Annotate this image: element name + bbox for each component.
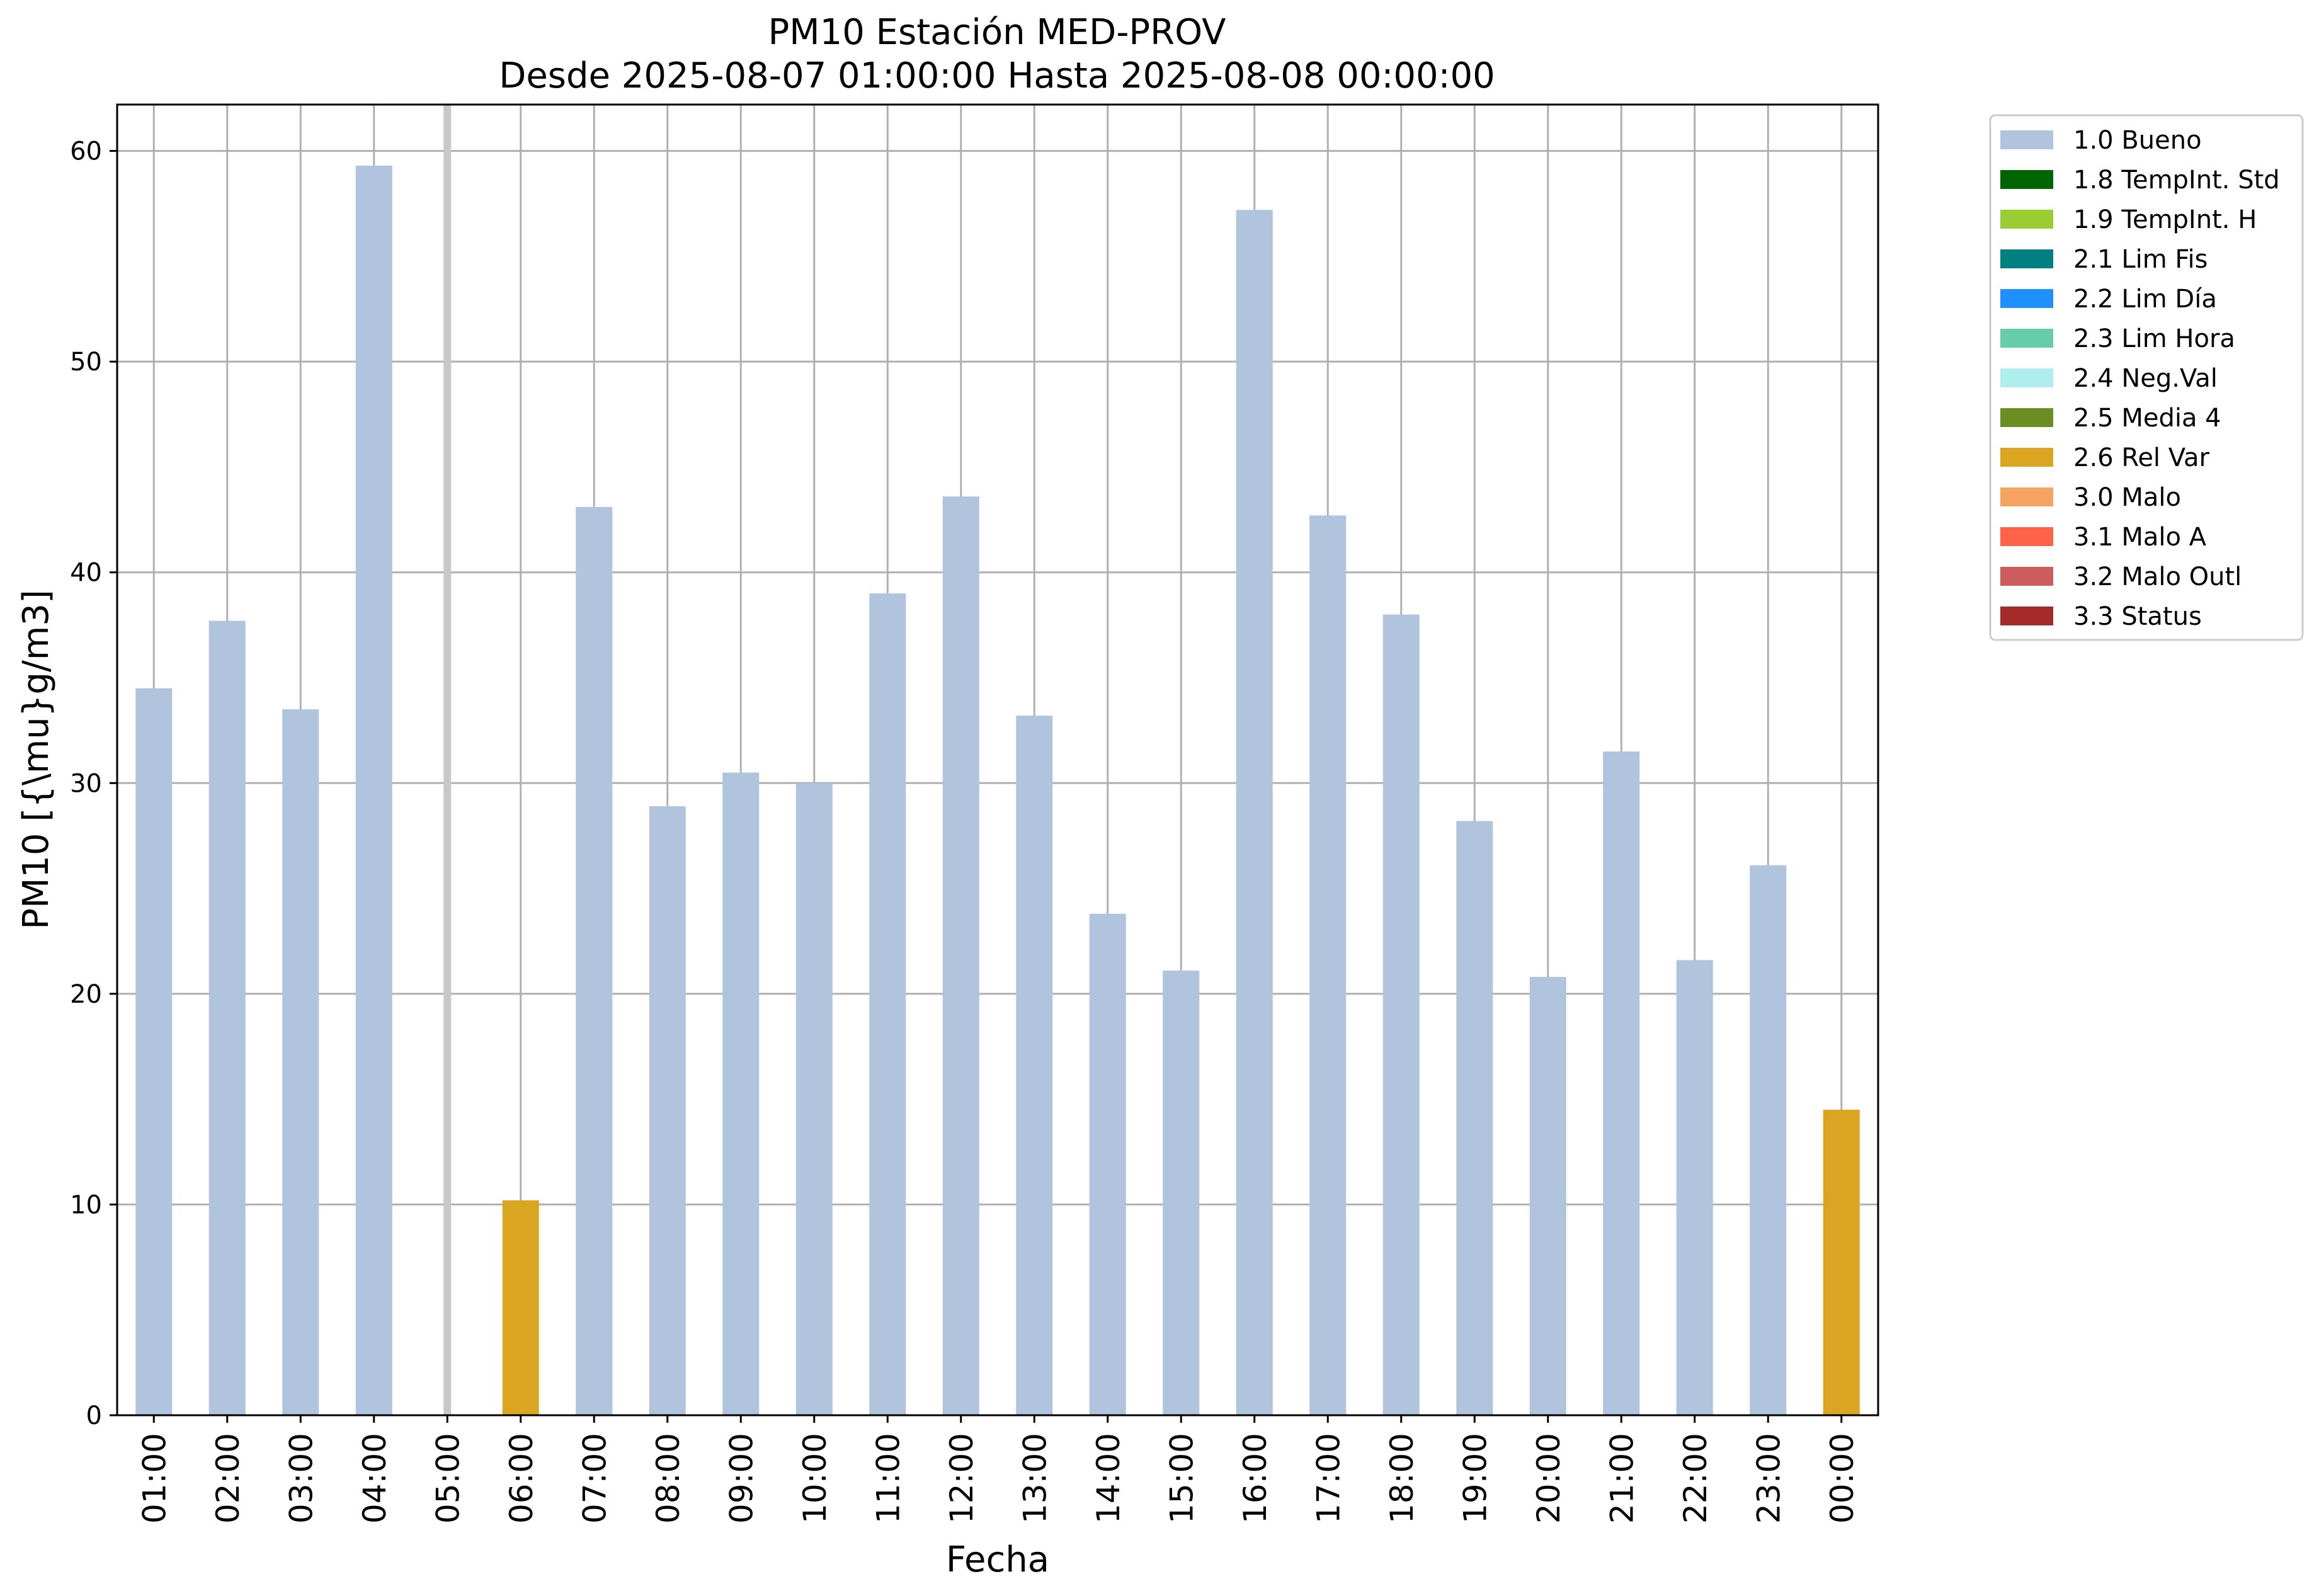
- bar: [1163, 971, 1200, 1415]
- x-tick-label: 04:00: [356, 1433, 393, 1524]
- legend-swatch: [2000, 487, 2053, 506]
- y-tick-label: 60: [70, 137, 102, 166]
- legend-label: 3.0 Malo: [2073, 483, 2181, 512]
- bar: [1823, 1109, 1860, 1415]
- bar: [282, 709, 319, 1415]
- legend-label: 1.0 Bueno: [2073, 126, 2202, 155]
- x-tick-label: 14:00: [1090, 1433, 1127, 1524]
- bar: [135, 688, 173, 1415]
- legend-label: 2.5 Media 4: [2073, 404, 2221, 433]
- legend-swatch: [2000, 527, 2053, 546]
- y-tick-label: 10: [70, 1190, 102, 1219]
- bar: [576, 507, 613, 1415]
- legend-swatch: [2000, 170, 2053, 189]
- x-tick-label: 16:00: [1237, 1433, 1273, 1524]
- plot-frame: [116, 103, 1879, 1416]
- x-tick-label: 00:00: [1824, 1433, 1860, 1524]
- bars: [135, 105, 1860, 1416]
- x-tick-label: 20:00: [1530, 1433, 1567, 1524]
- bar: [722, 772, 760, 1415]
- x-tick-label: 07:00: [576, 1433, 613, 1524]
- bar: [795, 783, 833, 1415]
- x-axis-label: Fecha: [946, 1539, 1049, 1580]
- x-tick-label: 01:00: [136, 1433, 173, 1524]
- bar: [1750, 865, 1787, 1415]
- bar: [1529, 977, 1566, 1415]
- y-tick-label: 20: [70, 980, 102, 1009]
- legend-label: 2.4 Neg.Val: [2073, 364, 2218, 393]
- x-tick-label: 08:00: [650, 1433, 687, 1524]
- y-axis-label: PM10 [{\mu}g/m3]: [16, 590, 57, 930]
- x-tick-label: 09:00: [723, 1433, 760, 1524]
- legend-swatch: [2000, 408, 2053, 427]
- legend-entries: 1.0 Bueno 1.8 TempInt. Std 1.9 TempInt. H 2…: [2000, 126, 2280, 631]
- chart-title: PM10 Estación MED-PROV: [768, 12, 1226, 53]
- legend-label: 2.2 Lim Día: [2073, 285, 2217, 314]
- legend-label: 2.3 Lim Hora: [2073, 324, 2235, 353]
- x-tick-label: 13:00: [1017, 1433, 1053, 1524]
- x-tick-label: 10:00: [797, 1433, 833, 1524]
- x-tick-label: 15:00: [1163, 1433, 1200, 1524]
- legend-frame: [1989, 114, 2304, 641]
- x-tick-label: 23:00: [1750, 1433, 1787, 1524]
- x-tick-label: 02:00: [210, 1433, 246, 1524]
- bar: [1456, 821, 1493, 1415]
- bar: [942, 496, 979, 1415]
- legend-label: 1.9 TempInt. H: [2073, 205, 2257, 234]
- y-tick-label: 0: [86, 1401, 102, 1430]
- x-tick-label: 06:00: [503, 1433, 540, 1524]
- legend-swatch: [2000, 210, 2053, 229]
- bar: [1382, 614, 1420, 1415]
- x-tick-label: 22:00: [1677, 1433, 1714, 1524]
- x-tick-label: 12:00: [943, 1433, 980, 1524]
- legend-swatch: [2000, 607, 2053, 625]
- bar: [1309, 515, 1347, 1415]
- bar: [1603, 751, 1640, 1415]
- y-tick-label: 40: [70, 559, 102, 588]
- chart-subtitle: Desde 2025-08-07 01:00:00 Hasta 2025-08-…: [499, 55, 1495, 96]
- legend-swatch: [2000, 567, 2053, 586]
- bar: [208, 620, 246, 1415]
- bar: [1016, 715, 1053, 1415]
- x-tick-label: 05:00: [430, 1433, 466, 1524]
- x-tick-label: 21:00: [1604, 1433, 1640, 1524]
- legend-swatch: [2000, 329, 2053, 348]
- legend-swatch: [2000, 130, 2053, 149]
- legend-label: 1.8 TempInt. Std: [2073, 166, 2280, 195]
- legend-label: 3.2 Malo Outl: [2073, 562, 2242, 591]
- x-tick-label: 11:00: [870, 1433, 906, 1524]
- legend-swatch: [2000, 368, 2053, 387]
- bar: [502, 1200, 539, 1415]
- x-tick-label: 17:00: [1310, 1433, 1347, 1524]
- bar: [1089, 913, 1126, 1415]
- bar: [649, 806, 686, 1415]
- legend-label: 2.1 Lim Fis: [2073, 245, 2208, 274]
- legend-label: 3.1 Malo A: [2073, 523, 2207, 552]
- bar: [869, 593, 906, 1416]
- legend-swatch: [2000, 289, 2053, 308]
- legend-label: 3.3 Status: [2073, 602, 2202, 631]
- bar: [355, 166, 392, 1415]
- axes: 0 10 20 30 40 50 60 01:00 02:00 03:00 04:00 05:00 06…: [70, 137, 1860, 1524]
- x-tick-label: 19:00: [1457, 1433, 1493, 1524]
- missing-data-marker: [443, 105, 452, 1415]
- bar: [1236, 210, 1273, 1415]
- legend-swatch: [2000, 249, 2053, 268]
- bar: [1676, 960, 1713, 1415]
- x-tick-label: 18:00: [1384, 1433, 1420, 1524]
- x-tick-label: 03:00: [283, 1433, 319, 1524]
- y-tick-label: 50: [70, 348, 102, 377]
- y-tick-label: 30: [70, 769, 102, 798]
- legend-swatch: [2000, 448, 2053, 467]
- legend: 1.0 Bueno 1.8 TempInt. Std 1.9 TempInt. H 2…: [1989, 114, 2304, 641]
- legend-label: 2.6 Rel Var: [2073, 443, 2210, 472]
